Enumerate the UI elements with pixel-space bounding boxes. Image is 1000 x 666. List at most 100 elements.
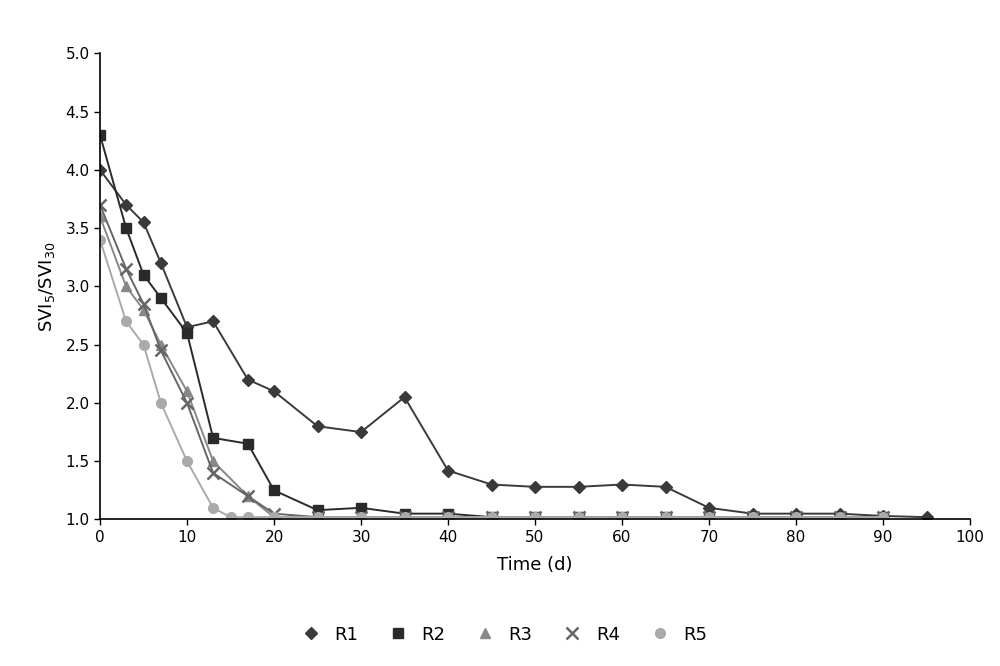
R2: [790, 513, 802, 521]
R3: [877, 513, 889, 521]
R5: [834, 513, 846, 521]
Line: R4: R4: [94, 199, 889, 523]
R4: [442, 513, 454, 521]
R1: [355, 428, 367, 436]
R1: [877, 512, 889, 520]
R1: [703, 503, 715, 511]
R5: [94, 236, 106, 244]
R2: [747, 513, 759, 521]
R4: [155, 346, 167, 354]
R3: [399, 513, 411, 521]
R2: [660, 513, 672, 521]
Line: R2: R2: [95, 130, 888, 522]
R2: [355, 503, 367, 511]
R3: [242, 492, 254, 500]
R1: [138, 218, 150, 226]
R5: [660, 513, 672, 521]
Line: R3: R3: [95, 212, 888, 522]
R1: [921, 513, 933, 521]
R3: [747, 513, 759, 521]
R5: [242, 513, 254, 521]
R5: [355, 513, 367, 521]
R5: [207, 503, 219, 511]
R2: [155, 294, 167, 302]
R3: [138, 306, 150, 314]
R4: [94, 201, 106, 209]
R2: [242, 440, 254, 448]
R2: [486, 513, 498, 521]
R5: [225, 513, 237, 521]
R5: [703, 513, 715, 521]
R1: [268, 387, 280, 395]
R4: [572, 513, 584, 521]
R4: [355, 513, 367, 521]
R3: [120, 282, 132, 290]
R4: [660, 513, 672, 521]
R5: [442, 513, 454, 521]
R4: [877, 513, 889, 521]
R2: [572, 513, 584, 521]
R3: [181, 387, 193, 395]
R4: [312, 513, 324, 521]
R1: [181, 323, 193, 331]
R1: [207, 317, 219, 325]
R4: [242, 492, 254, 500]
R4: [616, 513, 628, 521]
Y-axis label: $\mathregular{SVI_5/SVI_{30}}$: $\mathregular{SVI_5/SVI_{30}}$: [37, 241, 57, 332]
R3: [834, 513, 846, 521]
R5: [268, 513, 280, 521]
R3: [486, 513, 498, 521]
R2: [120, 224, 132, 232]
R1: [120, 201, 132, 209]
R4: [399, 513, 411, 521]
R3: [442, 513, 454, 521]
R2: [399, 509, 411, 517]
R1: [572, 483, 584, 491]
R1: [312, 422, 324, 430]
R2: [312, 506, 324, 514]
R1: [155, 259, 167, 267]
R4: [138, 300, 150, 308]
R1: [616, 481, 628, 489]
R2: [834, 513, 846, 521]
R3: [268, 513, 280, 521]
R3: [355, 513, 367, 521]
R4: [181, 399, 193, 407]
R3: [790, 513, 802, 521]
R5: [399, 513, 411, 521]
R3: [703, 513, 715, 521]
R5: [181, 457, 193, 465]
R5: [790, 513, 802, 521]
R4: [207, 469, 219, 477]
R3: [616, 513, 628, 521]
R1: [834, 509, 846, 517]
R4: [529, 513, 541, 521]
R1: [486, 481, 498, 489]
R2: [616, 513, 628, 521]
R1: [660, 483, 672, 491]
R3: [312, 513, 324, 521]
R5: [616, 513, 628, 521]
R4: [703, 513, 715, 521]
R1: [529, 483, 541, 491]
R4: [486, 513, 498, 521]
R3: [529, 513, 541, 521]
R2: [181, 329, 193, 337]
R5: [138, 341, 150, 349]
R5: [155, 399, 167, 407]
R5: [877, 513, 889, 521]
Line: R5: R5: [95, 235, 888, 522]
R1: [94, 166, 106, 174]
R4: [120, 265, 132, 273]
R4: [268, 509, 280, 517]
R5: [312, 513, 324, 521]
R2: [877, 513, 889, 521]
R1: [399, 393, 411, 401]
R2: [703, 513, 715, 521]
R2: [442, 509, 454, 517]
X-axis label: Time (d): Time (d): [497, 556, 573, 574]
R1: [747, 509, 759, 517]
R2: [207, 434, 219, 442]
R3: [94, 212, 106, 220]
R4: [790, 513, 802, 521]
